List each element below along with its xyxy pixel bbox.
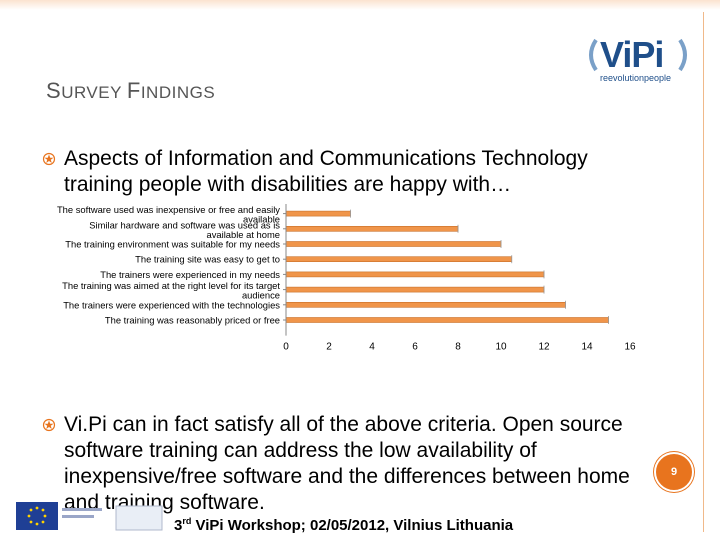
x-tick-label: 0 — [283, 342, 289, 353]
category-label: The training site was easy to get to — [135, 254, 280, 265]
bar-2 — [285, 225, 459, 232]
footer-text: 3rd ViPi Workshop; 02/05/2012, Vilnius L… — [174, 516, 514, 534]
logo-tagline: reevolutionpeople — [600, 73, 672, 83]
category-label: Similar hardware and software was used a… — [89, 219, 280, 240]
bullet-text-1: Aspects of Information and Communication… — [64, 147, 588, 196]
eu-lifelong-learning-logo — [16, 502, 163, 531]
bar-7 — [285, 302, 566, 308]
slide-right-border — [703, 12, 714, 532]
bar-1 — [285, 210, 351, 217]
bullet-text-2: Vi.Pi can in fact satisfy all of the abo… — [64, 413, 630, 514]
survey-bar-chart: The software used was inexpensive or fre… — [57, 204, 636, 353]
category-label: The trainers were experienced in my need… — [100, 269, 280, 280]
x-tick-label: 8 — [455, 342, 461, 353]
category-label: The software used was inexpensive or fre… — [57, 204, 280, 225]
logo-name: ViPi — [600, 34, 664, 75]
bar-6 — [285, 286, 545, 293]
vipi-logo: ViPi reevolutionpeople — [586, 34, 690, 94]
category-label: The training was aimed at the right leve… — [62, 280, 280, 301]
bar-3 — [285, 241, 502, 247]
x-tick-label: 4 — [369, 342, 375, 353]
x-tick-label: 16 — [624, 342, 636, 353]
x-tick-label: 2 — [326, 342, 332, 353]
bar-8 — [285, 317, 609, 323]
slide-top-border — [0, 0, 720, 10]
x-tick-label: 6 — [412, 342, 418, 353]
bar-5 — [285, 271, 545, 278]
bar-4 — [285, 256, 513, 263]
bullet-star-icon — [42, 152, 56, 166]
category-label: The trainers were experienced with the t… — [63, 299, 280, 310]
x-tick-label: 10 — [495, 342, 507, 353]
page-number-badge: 9 — [654, 452, 694, 492]
logo-swirl-icon — [589, 38, 687, 72]
category-label: The training was reasonably priced or fr… — [105, 315, 280, 326]
x-tick-label: 14 — [581, 342, 593, 353]
bullet-star-icon — [42, 418, 56, 432]
category-label: The training environment was suitable fo… — [65, 239, 280, 250]
slide-title: SURVEY FINDINGS — [46, 78, 216, 103]
x-tick-label: 12 — [538, 342, 550, 353]
